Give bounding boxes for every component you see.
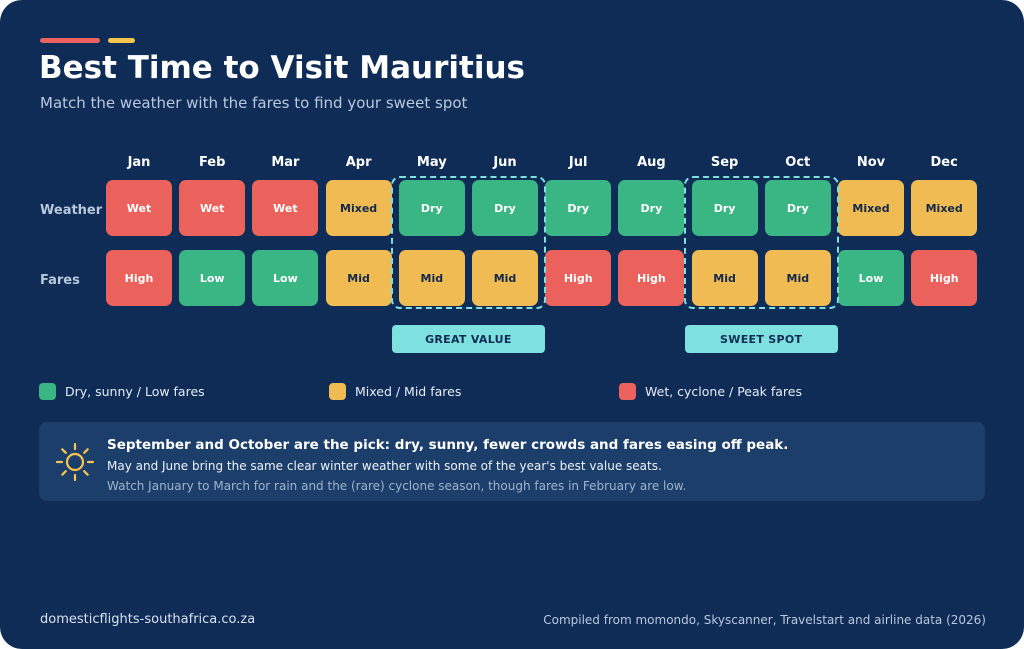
weather-cell: Mixed xyxy=(838,180,904,236)
legend-label: Dry, sunny / Low fares xyxy=(65,384,205,399)
highlight-tag: GREAT VALUE xyxy=(391,325,545,353)
fares-cell: Mid xyxy=(325,250,392,306)
weather-cell: Mixed xyxy=(911,180,978,236)
fares-cell: High xyxy=(545,250,612,306)
sun-icon xyxy=(55,442,95,482)
legend-item-green: Dry, sunny / Low fares xyxy=(39,383,205,400)
legend-item-red: Wet, cyclone / Peak fares xyxy=(619,383,802,400)
weather-cell: Wet xyxy=(252,180,319,236)
highlight-box xyxy=(390,176,546,309)
weather-cell: Wet xyxy=(106,180,172,236)
page-subtitle: Match the weather with the fares to find… xyxy=(40,94,468,112)
accent-bar-red xyxy=(40,38,100,43)
weather-cell: Dry xyxy=(764,180,831,236)
footer-source: Compiled from momondo, Skyscanner, Trave… xyxy=(543,613,986,627)
month-label: Dec xyxy=(930,155,958,170)
weather-cell: Dry xyxy=(545,180,612,236)
legend-swatch xyxy=(619,383,636,400)
fares-cell: Low xyxy=(838,250,904,306)
legend-swatch xyxy=(39,383,56,400)
weather-cell: Dry xyxy=(691,180,758,236)
weather-cell: Dry xyxy=(472,180,538,236)
weather-cell: Dry xyxy=(618,180,685,236)
note-line: May and June bring the same clear winter… xyxy=(107,459,662,473)
month-label: Aug xyxy=(637,155,666,170)
note-headline: September and October are the pick: dry,… xyxy=(107,437,789,453)
legend-label: Mixed / Mid fares xyxy=(355,384,462,399)
weather-cell: Wet xyxy=(179,180,246,236)
footer-site: domesticflights-southafrica.co.za xyxy=(40,612,256,627)
weather-cell: Mixed xyxy=(325,180,392,236)
month-label: Nov xyxy=(856,155,886,170)
month-label: Jun xyxy=(493,155,517,170)
note-line: Watch January to March for rain and the … xyxy=(107,479,687,493)
legend-swatch xyxy=(329,383,346,400)
highlight-box xyxy=(683,176,839,309)
fares-cell: Mid xyxy=(764,250,831,306)
page-title: Best Time to Visit Mauritius xyxy=(39,50,525,86)
month-label: Apr xyxy=(345,155,372,170)
fares-cell: High xyxy=(618,250,685,306)
fares-cell: Mid xyxy=(691,250,758,306)
legend-label: Wet, cyclone / Peak fares xyxy=(645,384,802,399)
summary-note: September and October are the pick: dry,… xyxy=(39,422,985,501)
highlight-tag: SWEET SPOT xyxy=(684,325,838,353)
row-label: Weather xyxy=(40,203,103,218)
fares-cell: Low xyxy=(252,250,319,306)
fares-cell: Mid xyxy=(398,250,465,306)
weather-cell: Dry xyxy=(398,180,465,236)
legend-item-yellow: Mixed / Mid fares xyxy=(329,383,461,400)
fares-cell: High xyxy=(106,250,172,306)
fares-cell: High xyxy=(911,250,978,306)
month-label: Jul xyxy=(568,155,588,170)
fares-cell: Low xyxy=(179,250,246,306)
month-label: Sep xyxy=(710,155,739,170)
month-label: Oct xyxy=(785,155,811,170)
fares-cell: Mid xyxy=(472,250,538,306)
month-label: May xyxy=(416,155,447,170)
month-label: Feb xyxy=(198,155,226,170)
accent-bar-yellow xyxy=(108,38,135,43)
month-label: Jan xyxy=(127,155,151,170)
row-label: Fares xyxy=(40,273,80,288)
month-label: Mar xyxy=(271,155,300,170)
